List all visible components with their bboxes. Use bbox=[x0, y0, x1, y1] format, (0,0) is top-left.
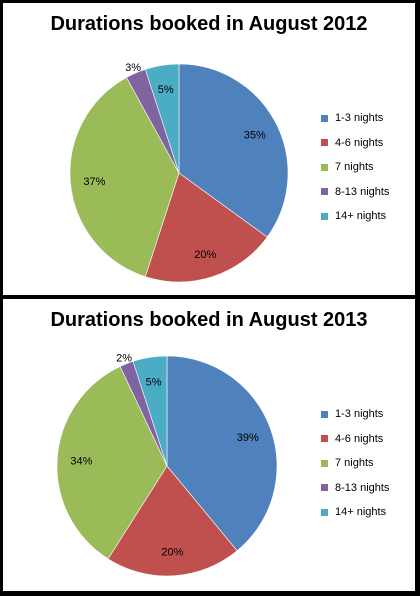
legend-item: 4-6 nights bbox=[321, 131, 389, 156]
pie-slice-7-nights bbox=[69, 77, 180, 278]
data-label: 39% bbox=[237, 432, 259, 444]
chart-title: Durations booked in August 2013 bbox=[50, 309, 368, 331]
legend-item: 4-6 nights bbox=[321, 427, 389, 452]
pie-slice-4-6-nights bbox=[144, 172, 268, 283]
legend-item: 14+ nights bbox=[321, 204, 389, 229]
data-label: 34% bbox=[70, 456, 92, 468]
legend-item: 1-3 nights bbox=[321, 106, 389, 131]
legend-label: 1-3 nights bbox=[335, 112, 384, 125]
pie-slice-7-nights bbox=[56, 366, 168, 560]
legend-swatch bbox=[321, 212, 328, 220]
pie-slice-1-3-nights bbox=[178, 63, 289, 238]
legend-label: 7 nights bbox=[335, 161, 374, 174]
data-label: 5% bbox=[158, 84, 174, 96]
data-label: 20% bbox=[161, 547, 183, 559]
pie-slice-14-nights bbox=[132, 355, 168, 467]
legend-swatch bbox=[321, 114, 328, 122]
legend-label: 14+ nights bbox=[335, 506, 387, 519]
legend-label: 1-3 nights bbox=[335, 408, 384, 421]
legend-item: 8-13 nights bbox=[321, 476, 389, 501]
chart-panel-2012: Durations booked in August 2012 35% 20% 37… bbox=[3, 3, 415, 295]
legend-swatch bbox=[321, 435, 328, 443]
legend-label: 4-6 nights bbox=[335, 136, 384, 149]
legend-label: 4-6 nights bbox=[335, 432, 384, 445]
legend-item: 1-3 nights bbox=[321, 402, 389, 427]
legend-label: 8-13 nights bbox=[335, 481, 390, 494]
data-label: 5% bbox=[146, 376, 162, 388]
chart-title: Durations booked in August 2012 bbox=[50, 13, 368, 35]
legend: 1-3 nights 4-6 nights 7 nights 8-13 nights 1… bbox=[321, 402, 389, 525]
legend-swatch bbox=[321, 139, 328, 147]
pie-chart: 39% 20% 34% 2% 5% bbox=[56, 353, 278, 577]
legend-swatch bbox=[321, 484, 328, 492]
legend-item: 7 nights bbox=[321, 155, 389, 180]
data-label: 2% bbox=[116, 353, 132, 365]
pie-chart: 35% 20% 37% 3% 5% bbox=[69, 62, 289, 283]
chart-panel-2013: Durations booked in August 2013 39% 20% 34… bbox=[3, 299, 415, 591]
legend-swatch bbox=[321, 163, 328, 171]
legend-swatch bbox=[321, 508, 328, 516]
legend-swatch bbox=[321, 410, 328, 418]
legend-item: 8-13 nights bbox=[321, 180, 389, 205]
legend-label: 8-13 nights bbox=[335, 185, 390, 198]
legend-swatch bbox=[321, 459, 328, 467]
pie-slice-4-6-nights bbox=[107, 465, 238, 577]
legend-label: 14+ nights bbox=[335, 210, 387, 223]
legend-swatch bbox=[321, 188, 328, 196]
data-label: 35% bbox=[244, 129, 266, 141]
legend-label: 7 nights bbox=[335, 457, 374, 470]
data-label: 37% bbox=[83, 176, 105, 188]
legend-item: 7 nights bbox=[321, 451, 389, 476]
legend-item: 14+ nights bbox=[321, 500, 389, 525]
legend: 1-3 nights 4-6 nights 7 nights 8-13 nights 1… bbox=[321, 106, 389, 229]
pie-slice-1-3-nights bbox=[166, 355, 278, 552]
data-label: 3% bbox=[125, 62, 141, 74]
pie-slice-14-nights bbox=[144, 63, 180, 174]
data-label: 20% bbox=[194, 249, 216, 261]
